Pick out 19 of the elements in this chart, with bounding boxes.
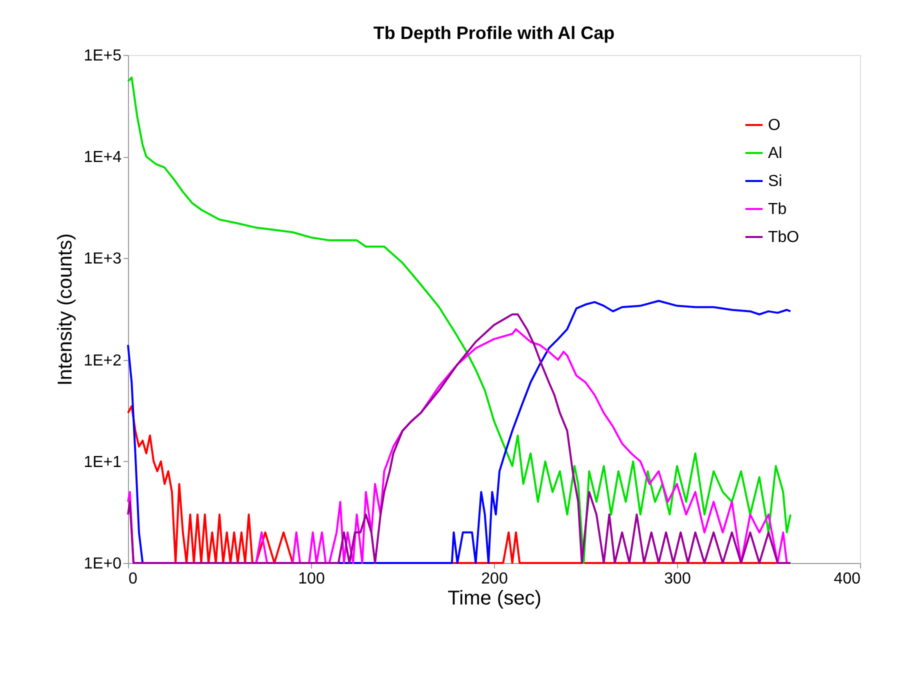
legend-label: TbO bbox=[768, 229, 800, 246]
x-tick-label: 100 bbox=[298, 570, 325, 588]
y-axis-title: Intensity (counts) bbox=[54, 233, 77, 386]
y-tick-label: 1E+1 bbox=[84, 454, 122, 471]
x-tick-label: 400 bbox=[834, 570, 861, 588]
y-tick-label: 1E+2 bbox=[84, 352, 122, 370]
y-tick-label: 1E+0 bbox=[84, 556, 122, 572]
x-axis-title: Time (sec) bbox=[448, 588, 542, 610]
legend-label: Al bbox=[768, 145, 782, 162]
legend-label: O bbox=[768, 117, 780, 134]
y-tick-label: 1E+3 bbox=[84, 250, 122, 268]
legend-label: Tb bbox=[768, 201, 787, 218]
x-tick-label: 0 bbox=[128, 570, 138, 588]
y-tick-label: 1E+5 bbox=[84, 48, 122, 64]
x-tick-label: 300 bbox=[664, 570, 691, 588]
x-tick-label: 200 bbox=[481, 570, 508, 588]
y-tick-label: 1E+4 bbox=[84, 149, 122, 166]
legend-label: Si bbox=[768, 173, 782, 190]
chart-title: Tb Depth Profile with Al Cap bbox=[373, 23, 615, 43]
